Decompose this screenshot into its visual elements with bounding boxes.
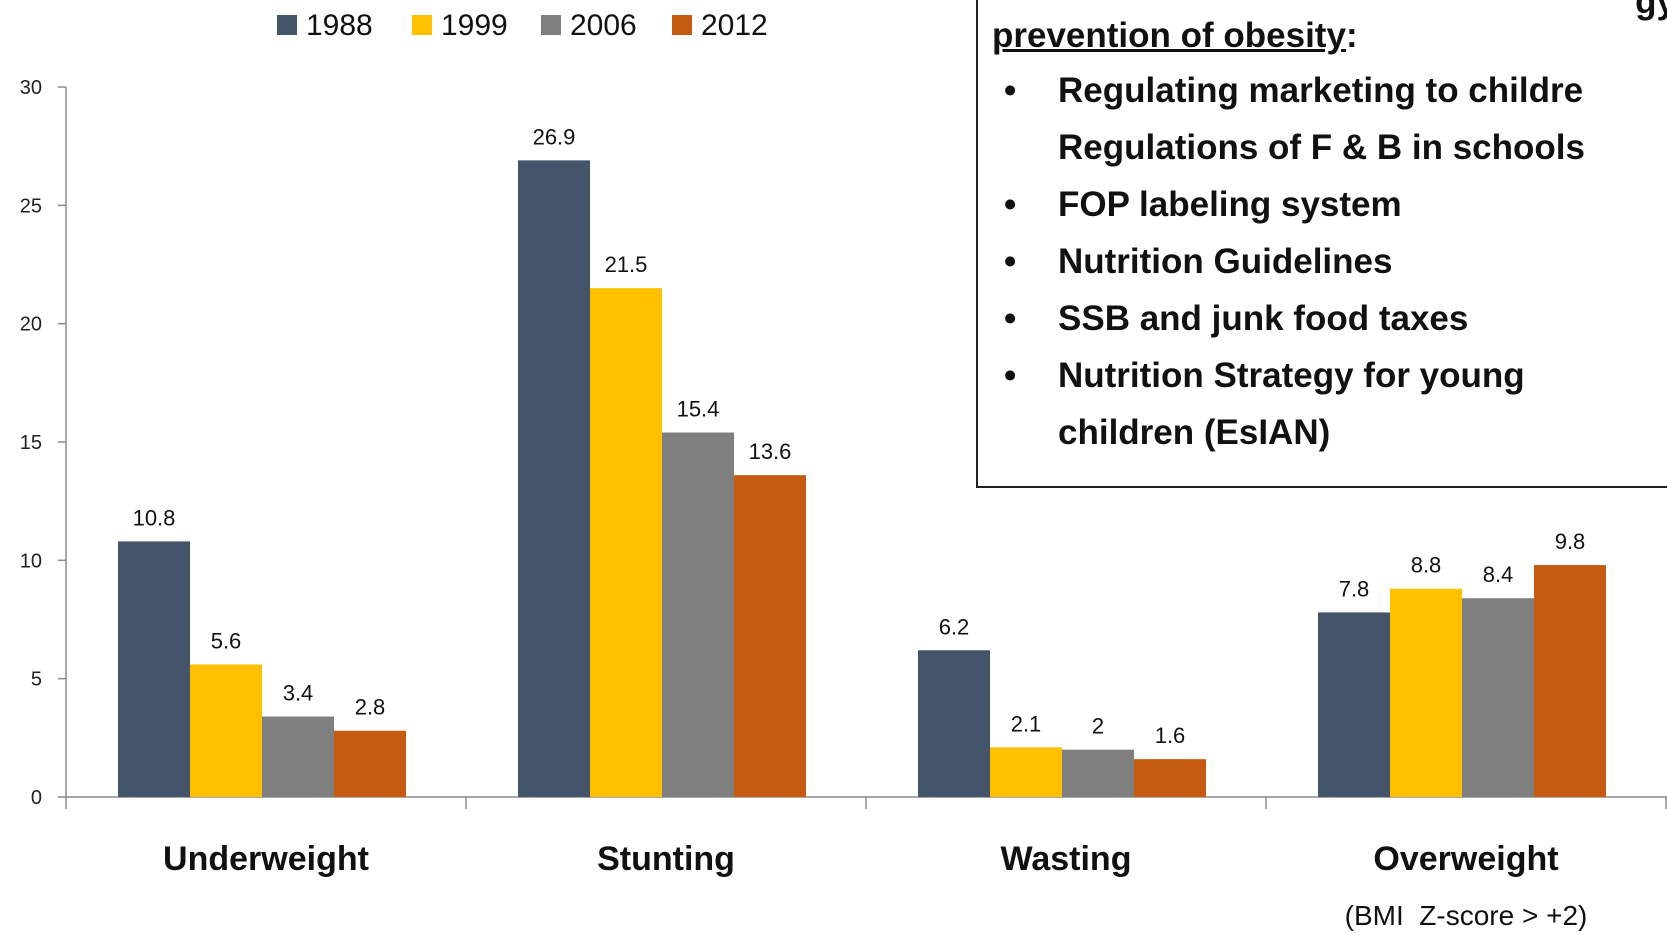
bar — [1462, 598, 1534, 797]
legend-label: 1999 — [441, 9, 508, 42]
policy-item: • SSB and junk food taxes — [992, 290, 1667, 347]
category-sublabel: (BMI Z-score > +2) — [1345, 900, 1588, 931]
bullet-icon: • — [1004, 233, 1016, 290]
legend-label: 2012 — [701, 9, 768, 42]
policy-heading-cutoff: gy — [1635, 0, 1667, 22]
bar — [990, 747, 1062, 797]
data-label: 2 — [1092, 714, 1104, 739]
bar — [1134, 759, 1206, 797]
y-axis: 0 5 10 15 20 25 30 — [20, 77, 66, 809]
bar — [190, 664, 262, 797]
data-label: 8.8 — [1411, 553, 1442, 578]
data-label: 1.6 — [1155, 723, 1186, 748]
bullet-icon: • — [1004, 176, 1016, 233]
policy-item: • Nutrition Strategy for young children … — [992, 347, 1667, 461]
legend-label: 2006 — [570, 9, 637, 42]
bullet-icon: • — [1004, 62, 1016, 119]
bar — [1062, 750, 1134, 797]
y-tick-label: 25 — [20, 195, 42, 217]
data-label: 13.6 — [749, 439, 792, 464]
policy-heading-colon: : — [1346, 16, 1358, 55]
legend-swatch — [672, 15, 692, 35]
policy-item: • FOP labeling system — [992, 176, 1667, 233]
policy-item-line: SSB and junk food taxes — [1058, 290, 1667, 347]
legend-swatch — [277, 15, 297, 35]
policy-item-line: Nutrition Strategy for young — [1058, 347, 1667, 404]
policy-item: • Nutrition Guidelines — [992, 233, 1667, 290]
bullet-icon: • — [1004, 290, 1016, 347]
bar — [262, 717, 334, 797]
y-tick-label: 30 — [20, 77, 42, 99]
data-label: 26.9 — [533, 124, 576, 149]
legend-swatch — [412, 15, 432, 35]
bar — [1318, 612, 1390, 797]
policy-box: gy prevention of obesity: • Regulating m… — [976, 0, 1667, 488]
data-label: 2.8 — [355, 695, 386, 720]
legend-swatch — [541, 15, 561, 35]
bar — [734, 475, 806, 797]
data-label: 21.5 — [605, 252, 648, 277]
data-label: 7.8 — [1339, 576, 1370, 601]
category-labels: Underweight Stunting Wasting Overweight (BMI… — [163, 840, 1587, 931]
y-tick-label: 0 — [31, 787, 42, 809]
bar — [518, 160, 590, 797]
bar — [334, 731, 406, 797]
policy-item-line: Nutrition Guidelines — [1058, 233, 1667, 290]
category-label: Overweight — [1373, 840, 1558, 878]
data-label: 10.8 — [133, 505, 176, 530]
policy-item-line: Regulating marketing to childre — [1058, 62, 1667, 119]
policy-list: • Regulating marketing to childre Regula… — [992, 62, 1667, 461]
category-label: Underweight — [163, 840, 369, 878]
bar — [118, 541, 190, 797]
policy-heading-text: prevention of obesity — [992, 16, 1346, 55]
y-tick-label: 20 — [20, 314, 42, 336]
policy-item-line: FOP labeling system — [1058, 176, 1667, 233]
bullet-icon: • — [1004, 347, 1016, 404]
data-label: 6.2 — [939, 614, 970, 639]
policy-item: • Regulating marketing to childre Regula… — [992, 62, 1667, 176]
y-tick-label: 15 — [20, 432, 42, 454]
bar — [918, 650, 990, 797]
y-tick-label: 5 — [31, 669, 42, 691]
data-label: 5.6 — [211, 628, 242, 653]
bar — [1390, 589, 1462, 797]
y-tick-label: 10 — [20, 550, 42, 572]
data-label: 3.4 — [283, 681, 314, 706]
data-label: 2.1 — [1011, 711, 1042, 736]
category-label: Wasting — [1001, 840, 1132, 878]
data-label: 15.4 — [677, 397, 720, 422]
x-axis — [66, 797, 1667, 809]
legend: 1988 1999 2006 2012 — [277, 9, 768, 42]
policy-heading: gy prevention of obesity: — [992, 16, 1667, 56]
legend-label: 1988 — [306, 9, 373, 42]
bar — [590, 288, 662, 797]
category-label: Stunting — [597, 840, 735, 878]
policy-item-line: Regulations of F & B in schools — [1058, 119, 1667, 176]
data-label: 8.4 — [1483, 562, 1514, 587]
data-label: 9.8 — [1555, 529, 1586, 554]
bar — [662, 433, 734, 797]
policy-item-line: children (EsIAN) — [1058, 404, 1667, 461]
bar — [1534, 565, 1606, 797]
